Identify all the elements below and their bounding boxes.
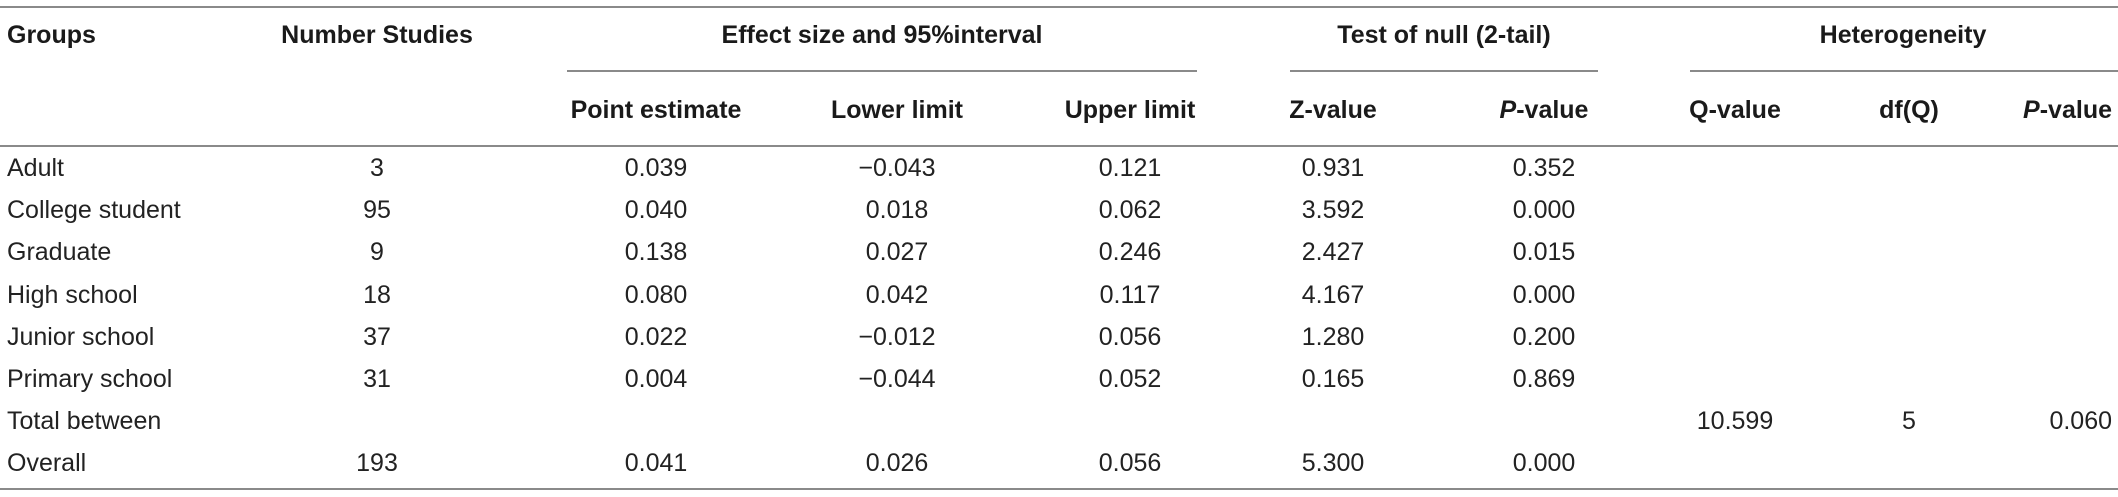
cell-upper: 0.246 [1098,238,1162,266]
header-p-value: P-value [1500,95,1589,125]
cell-n: 3 [370,154,384,182]
cell-upper: 0.062 [1098,196,1162,224]
cell-z: 2.427 [1301,238,1365,266]
cell-point: 0.022 [624,323,688,351]
cell-lower: 0.042 [865,281,929,309]
cell-group: Graduate [7,238,112,266]
cell-group: Primary school [7,365,173,393]
cell-n: 193 [356,449,398,477]
cell-p: 0.869 [1512,365,1576,393]
cell-point: 0.039 [624,154,688,182]
table-top-rule [0,6,2118,8]
null-group-rule [1290,70,1598,72]
header-number-studies: Number Studies [281,21,473,49]
cell-upper: 0.117 [1099,281,1161,309]
effect-group-rule [567,70,1197,72]
cell-n: 31 [363,365,391,393]
cell-z: 0.165 [1301,365,1365,393]
cell-point: 0.041 [624,449,688,477]
header-heterogeneity: Heterogeneity [1819,21,1987,49]
cell-lower: −0.012 [858,323,936,351]
cell-group: Junior school [7,323,155,351]
header-lower-limit: Lower limit [831,96,963,124]
cell-group: Total between [7,407,162,435]
cell-p: 0.352 [1512,154,1576,182]
cell-group: High school [7,281,138,309]
cell-upper: 0.056 [1098,323,1162,351]
het-group-rule [1690,70,2118,72]
cell-lower: 0.018 [865,196,929,224]
cell-upper: 0.052 [1098,365,1162,393]
cell-group: Overall [7,449,87,477]
header-z-value: Z-value [1289,96,1377,124]
cell-lower: −0.044 [858,365,936,393]
cell-point: 0.040 [624,196,688,224]
header-bottom-rule [0,145,2118,147]
cell-n: 18 [363,281,391,309]
header-het-p-italic: P [2023,96,2040,124]
cell-hp: 0.060 [2049,407,2112,435]
cell-point: 0.080 [624,281,688,309]
cell-z: 3.592 [1301,196,1365,224]
cell-group: College student [7,196,181,224]
header-test-of-null: Test of null (2-tail) [1337,21,1551,49]
cell-z: 0.931 [1301,154,1365,182]
cell-lower: −0.043 [858,154,936,182]
header-effect-size: Effect size and 95%interval [721,21,1043,49]
cell-p: 0.000 [1512,281,1576,309]
cell-n: 95 [363,196,391,224]
header-df-q: df(Q) [1879,96,1939,124]
cell-p: 0.015 [1512,238,1576,266]
cell-z: 4.167 [1301,281,1365,309]
header-upper-limit: Upper limit [1064,96,1196,124]
header-point-estimate: Point estimate [570,96,742,124]
cell-n: 37 [363,323,391,351]
cell-lower: 0.027 [865,238,929,266]
table-bottom-rule [0,488,2118,490]
cell-lower: 0.026 [865,449,929,477]
cell-z: 5.300 [1301,449,1365,477]
cell-point: 0.004 [624,365,688,393]
cell-df: 5 [1902,407,1916,435]
header-groups: Groups [7,21,96,49]
cell-upper: 0.121 [1098,154,1162,182]
cell-group: Adult [7,154,64,182]
cell-p: 0.000 [1512,449,1576,477]
header-het-p-suffix: -value [2039,96,2112,124]
cell-p: 0.000 [1512,196,1576,224]
header-p-italic: P [1499,96,1517,124]
header-p-suffix: -value [1516,96,1589,124]
cell-n: 9 [370,238,384,266]
cell-q: 10.599 [1696,407,1774,435]
cell-upper: 0.056 [1098,449,1162,477]
cell-z: 1.280 [1301,323,1365,351]
cell-point: 0.138 [624,238,688,266]
cell-p: 0.200 [1512,323,1576,351]
header-q-value: Q-value [1689,96,1781,124]
header-het-p-value: P-value [2023,95,2112,125]
